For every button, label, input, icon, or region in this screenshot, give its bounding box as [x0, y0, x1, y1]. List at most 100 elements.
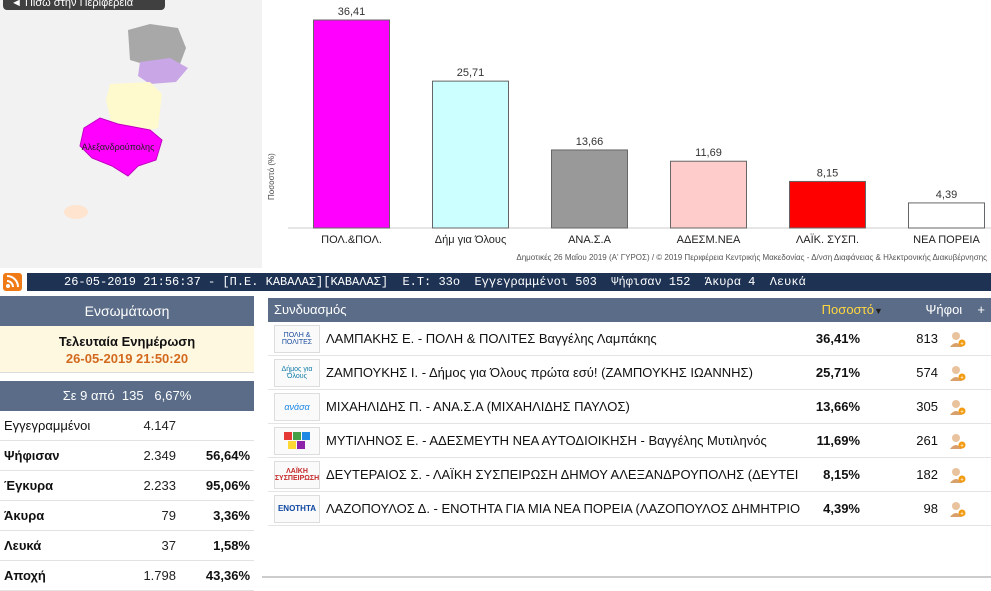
- chart-bar[interactable]: [670, 160, 747, 229]
- table-row[interactable]: ΕΝΟΤΗΤΑ ΛΑΖΟΠΟΥΛΟΣ Δ. - ΕΝΟΤΗΤΑ ΓΙΑ ΜΙΑ …: [268, 492, 991, 526]
- stat-value: 2.349: [143, 448, 176, 463]
- stat-pct: 1,58%: [213, 538, 250, 553]
- party-name[interactable]: ΔΕΥΤΕΡΑΙΟΣ Σ. - ΛΑΪΚΗ ΣΥΣΠΕΙΡΩΣΗ ΔΗΜΟΥ Α…: [326, 467, 799, 482]
- party-logo: ανάσα: [274, 392, 320, 421]
- map-area-north[interactable]: [128, 24, 186, 66]
- party-name[interactable]: ΖΑΜΠΟΥΚΗΣ Ι. - Δήμος για Όλους πρώτα εσύ…: [326, 365, 753, 380]
- stat-row-registered: Εγγεγραμμένοι 4.147: [0, 411, 254, 441]
- party-name[interactable]: ΛΑΜΠΑΚΗΣ Ε. - ΠΟΛΗ & ΠΟΛΙΤΕΣ Βαγγέλης Λα…: [326, 331, 657, 346]
- stat-label: Ψήφισαν: [4, 448, 60, 463]
- chart-category-label: ΑΝΑ.Σ.Α: [568, 234, 612, 246]
- header-percentage-label: Ποσοστό: [821, 302, 874, 317]
- stat-pct: 95,06%: [205, 478, 250, 493]
- stat-label: Αποχή: [4, 568, 46, 583]
- chart-y-axis-label: Ποσοστό (%): [267, 153, 276, 200]
- last-update-box: Τελευταία Ενημέρωση 26-05-2019 21:50:20: [0, 326, 254, 373]
- header-party[interactable]: Συνδυασμός: [274, 302, 347, 317]
- chart-category-label: Δήμ για Όλους: [435, 234, 507, 246]
- stat-label: Εγγεγραμμένοι: [4, 418, 91, 433]
- puzzle-logo-icon: [284, 431, 310, 449]
- candidates-person-icon[interactable]: +: [946, 364, 968, 382]
- stat-row-abstention: Αποχή 1.798 43,36%: [0, 561, 254, 591]
- party-name[interactable]: ΜΙΧΑΗΛΙΔΗΣ Π. - ΑΝΑ.Σ.Α (ΜΙΧΑΗΛΙΔΗΣ ΠΑΥΛ…: [326, 399, 630, 414]
- chart-bar[interactable]: [908, 202, 985, 229]
- back-to-region-button[interactable]: ◄ Πίσω στην Περιφέρεια: [3, 0, 165, 10]
- party-votes: 182: [916, 467, 938, 482]
- map-area-alexandroupoli[interactable]: [79, 117, 163, 177]
- stat-value: 79: [161, 508, 176, 523]
- chart-category-label: ΠΟΛ.&ΠΟΛ.: [321, 234, 382, 246]
- stat-row-voted: Ψήφισαν 2.349 56,64%: [0, 441, 254, 471]
- results-table: Συνδυασμός Ποσοστό▼ Ψήφοι + ΠΟΛΗ & ΠΟΛΙΤ…: [268, 298, 991, 526]
- table-row[interactable]: ΠΟΛΗ & ΠΟΛΙΤΕΣ ΛΑΜΠΑΚΗΣ Ε. - ΠΟΛΗ & ΠΟΛΙ…: [268, 322, 991, 356]
- svg-text:+: +: [960, 511, 964, 517]
- table-row[interactable]: ανάσα ΜΙΧΑΗΛΙΔΗΣ Π. - ΑΝΑ.Σ.Α (ΜΙΧΑΗΛΙΔΗ…: [268, 390, 991, 424]
- stat-label: Λευκά: [4, 538, 42, 553]
- svg-text:+: +: [960, 341, 964, 347]
- svg-text:+: +: [960, 409, 964, 415]
- table-row[interactable]: ΛΑΪΚΗ ΣΥΣΠΕΙΡΩΣΗ ΔΕΥΤΕΡΑΙΟΣ Σ. - ΛΑΪΚΗ Σ…: [268, 458, 991, 492]
- candidates-person-icon[interactable]: +: [946, 398, 968, 416]
- map-area-yellow[interactable]: [106, 82, 162, 132]
- header-add[interactable]: +: [977, 302, 985, 317]
- news-ticker: 26-05-2019 21:56:37 - [Π.Ε. ΚΑΒΑΛΑΣ][ΚΑΒ…: [27, 273, 991, 291]
- results-table-header: Συνδυασμός Ποσοστό▼ Ψήφοι +: [268, 298, 991, 322]
- chart-bar[interactable]: [432, 80, 509, 229]
- party-name[interactable]: ΛΑΖΟΠΟΥΛΟΣ Δ. - ΕΝΟΤΗΤΑ ΓΙΑ ΜΙΑ ΝΕΑ ΠΟΡΕ…: [326, 501, 801, 516]
- chart-bar-value-label: 36,41: [338, 6, 366, 18]
- stat-row-invalid: Άκυρα 79 3,36%: [0, 501, 254, 531]
- counting-progress: Σε 9 από 135 6,67%: [0, 381, 254, 411]
- party-pct: 11,69%: [816, 433, 860, 448]
- chart-source-note: Δημοτικές 26 Μαΐου 2019 (Α' ΓΥΡΟΣ) / © 2…: [516, 253, 987, 262]
- stat-row-blank: Λευκά 37 1,58%: [0, 531, 254, 561]
- chart-bar-value-label: 8,15: [817, 167, 838, 179]
- party-pct: 36,41%: [815, 331, 860, 346]
- stat-value: 37: [161, 538, 176, 553]
- map-island[interactable]: [64, 205, 88, 219]
- party-votes: 574: [916, 365, 938, 380]
- chart-category-label: ΝΕΑ ΠΟΡΕΙΑ: [913, 234, 980, 246]
- stat-row-valid: Έγκυρα 2.233 95,06%: [0, 471, 254, 501]
- table-row[interactable]: Δήμος για Όλους ΖΑΜΠΟΥΚΗΣ Ι. - Δήμος για…: [268, 356, 991, 390]
- party-logo: [274, 426, 320, 455]
- header-percentage[interactable]: Ποσοστό▼: [778, 298, 883, 322]
- stat-pct: [176, 411, 250, 440]
- bottom-divider: [262, 576, 991, 578]
- rss-icon-glyph: [6, 275, 19, 288]
- integration-panel: Ενσωμάτωση Τελευταία Ενημέρωση 26-05-201…: [0, 296, 254, 591]
- party-pct: 4,39%: [823, 501, 860, 516]
- party-pct: 25,71%: [815, 365, 860, 380]
- candidates-person-icon[interactable]: +: [946, 500, 968, 518]
- party-pct: 8,15%: [823, 467, 860, 482]
- party-logo: ΠΟΛΗ & ΠΟΛΙΤΕΣ: [274, 324, 320, 353]
- party-name[interactable]: ΜΥΤΙΛΗΝΟΣ Ε. - ΑΔΕΣΜΕΥΤΗ ΝΕΑ ΑΥΤΟΔΙΟΙΚΗΣ…: [326, 433, 767, 448]
- chart-bar[interactable]: [789, 180, 866, 229]
- results-bar-chart: Ποσοστό (%) Δημοτικές 26 Μαΐου 2019 (Α' …: [262, 0, 991, 268]
- last-update-label: Τελευταία Ενημέρωση: [58, 334, 196, 349]
- chart-bar[interactable]: [313, 19, 390, 229]
- party-votes: 261: [916, 433, 938, 448]
- chart-bar-value-label: 4,39: [936, 189, 957, 201]
- party-logo: Δήμος για Όλους: [274, 358, 320, 387]
- candidates-person-icon[interactable]: +: [946, 432, 968, 450]
- stat-pct: 56,64%: [205, 448, 250, 463]
- stat-value: 4.147: [143, 418, 176, 433]
- party-votes: 98: [923, 501, 938, 516]
- candidates-person-icon[interactable]: +: [946, 466, 968, 484]
- rss-icon[interactable]: [3, 273, 22, 291]
- stat-pct: 43,36%: [205, 568, 250, 583]
- party-pct: 13,66%: [815, 399, 860, 414]
- candidates-person-icon[interactable]: +: [946, 330, 968, 348]
- stat-label: Άκυρα: [4, 508, 45, 523]
- header-votes[interactable]: Ψήφοι: [925, 302, 963, 317]
- chart-svg: Ποσοστό (%) Δημοτικές 26 Μαΐου 2019 (Α' …: [267, 6, 991, 262]
- chart-bar[interactable]: [551, 149, 628, 229]
- stat-value: 1.798: [143, 568, 176, 583]
- region-map[interactable]: Αλεξανδρούπολης: [0, 0, 262, 268]
- table-row[interactable]: ΜΥΤΙΛΗΝΟΣ Ε. - ΑΔΕΣΜΕΥΤΗ ΝΕΑ ΑΥΤΟΔΙΟΙΚΗΣ…: [268, 424, 991, 458]
- chart-category-label: ΑΔΕΣΜ.ΝΕΑ: [677, 234, 741, 246]
- map-area-label: Αλεξανδρούπολης: [82, 142, 155, 152]
- svg-text:+: +: [960, 375, 964, 381]
- map-area-purple[interactable]: [138, 58, 188, 84]
- map-svg: Αλεξανδρούπολης: [64, 24, 188, 219]
